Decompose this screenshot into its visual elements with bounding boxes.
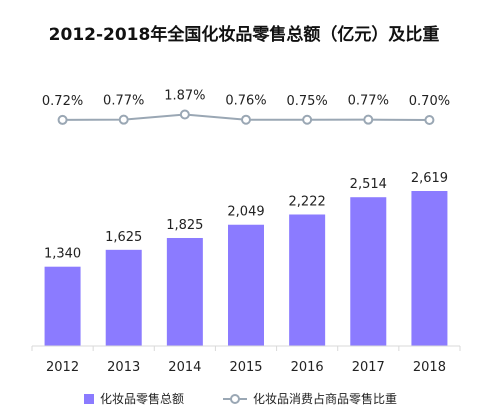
ratio-point-2013 — [118, 114, 129, 125]
ratio-value-label-2013: 0.77% — [103, 94, 144, 109]
ratio-value-label-2015: 0.76% — [225, 94, 266, 109]
legend-line-label: 化妆品消费占商品零售比重 — [253, 391, 397, 406]
x-tick-label-2016: 2016 — [291, 360, 324, 375]
legend-line-marker — [230, 394, 240, 404]
bar-value-label-2013: 1,625 — [105, 230, 142, 245]
ratio-point-2017 — [363, 114, 374, 125]
legend-bar-label: 化妆品零售总额 — [100, 391, 184, 406]
legend-item-bar: 化妆品零售总额 — [84, 391, 184, 406]
bar-value-label-2014: 1,825 — [166, 218, 203, 233]
ratio-point-2016 — [302, 114, 313, 125]
x-tick-label-2017: 2017 — [352, 360, 385, 375]
chart-title: 2012-2018年全国化妆品零售总额（亿元）及比重 — [49, 24, 440, 45]
x-tick-label-2012: 2012 — [46, 360, 79, 375]
ratio-point-2018 — [424, 115, 435, 125]
bar-value-label-2018: 2,619 — [411, 171, 448, 186]
x-tick-label-2018: 2018 — [413, 360, 446, 375]
bar-layer: 1,340 1,625 1,825 2,049 2,222 2,514 2,619 — [44, 171, 448, 346]
ratio-value-label-2014: 1.87% — [164, 89, 205, 104]
x-tick-label-2015: 2015 — [229, 360, 262, 375]
ratio-point-2015 — [241, 114, 251, 125]
bar-2014 — [166, 237, 203, 346]
x-tick-label-2013: 2013 — [107, 360, 140, 375]
legend-bar-swatch — [84, 394, 94, 404]
ratio-point-2012 — [57, 114, 68, 125]
bar-2015 — [228, 224, 264, 346]
x-axis: 2012 2013 2014 2015 2016 2017 2018 — [31, 345, 461, 375]
ratio-value-label-2016: 0.75% — [286, 94, 327, 109]
ratio-point-2014 — [179, 109, 190, 120]
bar-2018 — [411, 191, 448, 346]
bar-2013 — [105, 249, 142, 346]
legend: 化妆品零售总额 化妆品消费占商品零售比重 — [84, 391, 397, 406]
bar-value-label-2017: 2,514 — [350, 177, 387, 192]
bar-2016 — [289, 214, 326, 346]
bar-value-label-2016: 2,222 — [289, 194, 326, 209]
bar-2017 — [350, 197, 387, 346]
bar-2012 — [44, 266, 81, 346]
ratio-value-label-2017: 0.77% — [348, 94, 389, 109]
ratio-line-layer: 0.72% 0.77% 1.87% 0.76% 0.75% 0.77% 0.70% — [42, 89, 450, 125]
legend-item-line: 化妆品消费占商品零售比重 — [223, 391, 397, 406]
bar-value-label-2015: 2,049 — [227, 205, 264, 220]
bar-value-label-2012: 1,340 — [44, 247, 81, 262]
ratio-value-label-2012: 0.72% — [42, 94, 83, 109]
ratio-value-label-2018: 0.70% — [409, 94, 450, 109]
x-tick-label-2014: 2014 — [168, 360, 201, 375]
